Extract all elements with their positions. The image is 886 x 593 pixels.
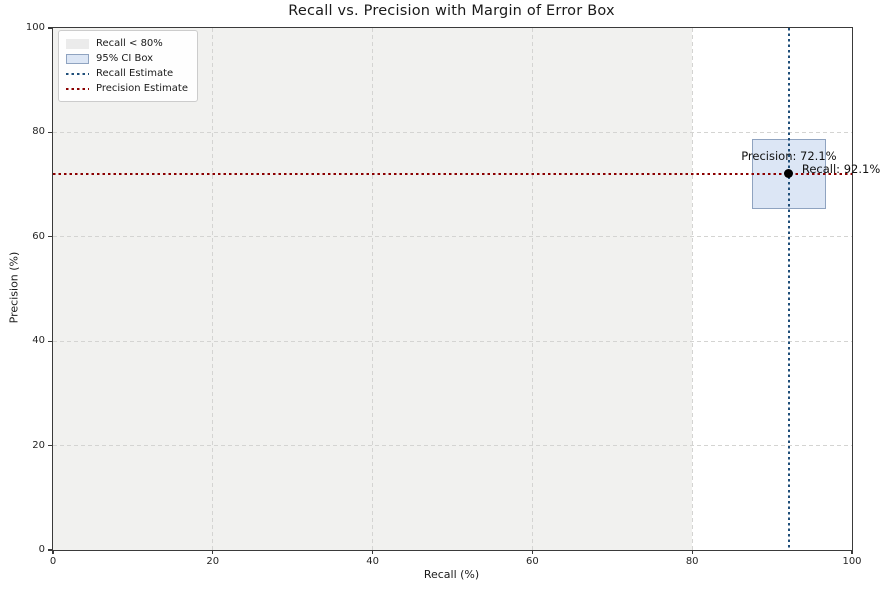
- gray-patch-swatch: [66, 38, 89, 49]
- recall-estimate-line: [787, 28, 790, 550]
- chart-title: Recall vs. Precision with Margin of Erro…: [288, 3, 615, 19]
- precision-estimate-line: [53, 172, 852, 175]
- legend-item-recall-estimate: Recall Estimate: [66, 66, 188, 81]
- y-tick-label: 40: [32, 335, 45, 347]
- x-tick-mark: [52, 550, 54, 554]
- y-tick-mark: [48, 549, 52, 551]
- x-tick-mark: [691, 550, 693, 554]
- legend: Recall < 80% 95% CI Box Recall Estimate …: [58, 30, 198, 102]
- x-tick-mark: [372, 550, 374, 554]
- recall-annotation: Recall: 92.1%: [801, 161, 881, 176]
- y-tick-label: 80: [32, 126, 45, 138]
- x-tick-label: 20: [206, 556, 220, 567]
- legend-item-ci-box: 95% CI Box: [66, 51, 188, 66]
- x-gridline: [531, 28, 533, 550]
- x-tick-mark: [212, 550, 214, 554]
- y-tick-label: 60: [32, 230, 45, 242]
- data-point: [784, 169, 794, 179]
- x-tick-label: 0: [49, 556, 57, 567]
- y-gridline: [53, 131, 852, 133]
- legend-label: Recall Estimate: [96, 68, 174, 79]
- y-gridline: [53, 445, 852, 447]
- y-tick-mark: [48, 340, 52, 342]
- blue-patch-swatch: [66, 53, 89, 64]
- y-gridline: [53, 236, 852, 238]
- y-axis-label: Precision (%): [7, 251, 21, 324]
- y-tick-label: 0: [38, 544, 45, 555]
- x-gridline: [691, 28, 693, 550]
- x-gridline: [212, 28, 214, 550]
- y-tick-mark: [48, 131, 52, 133]
- x-tick-label: 40: [366, 556, 379, 567]
- y-tick-mark: [48, 445, 52, 447]
- blue-dotted-line-swatch: [66, 72, 89, 75]
- precision-annotation: Precision: 72.1%: [741, 148, 837, 163]
- x-tick-label: 60: [526, 556, 539, 567]
- x-tick-label: 80: [685, 556, 699, 567]
- y-tick-mark: [48, 27, 52, 29]
- red-dotted-line-swatch: [66, 87, 89, 90]
- legend-item-precision-estimate: Precision Estimate: [66, 81, 188, 96]
- legend-label: Recall < 80%: [96, 38, 163, 49]
- legend-label: Precision Estimate: [96, 83, 188, 94]
- plot-area: Recall < 80% 95% CI Box Recall Estimate …: [26, 22, 880, 567]
- x-tick-mark: [851, 550, 853, 554]
- x-tick-label: 100: [842, 556, 862, 567]
- x-gridline: [372, 28, 374, 550]
- legend-item-recall-region: Recall < 80%: [66, 36, 188, 51]
- x-tick-mark: [531, 550, 533, 554]
- y-tick-label: 20: [32, 439, 45, 451]
- y-gridline: [53, 340, 852, 342]
- legend-label: 95% CI Box: [96, 53, 154, 64]
- y-tick-mark: [48, 236, 52, 238]
- y-tick-label: 100: [25, 22, 45, 33]
- x-axis-label: Recall (%): [423, 568, 480, 581]
